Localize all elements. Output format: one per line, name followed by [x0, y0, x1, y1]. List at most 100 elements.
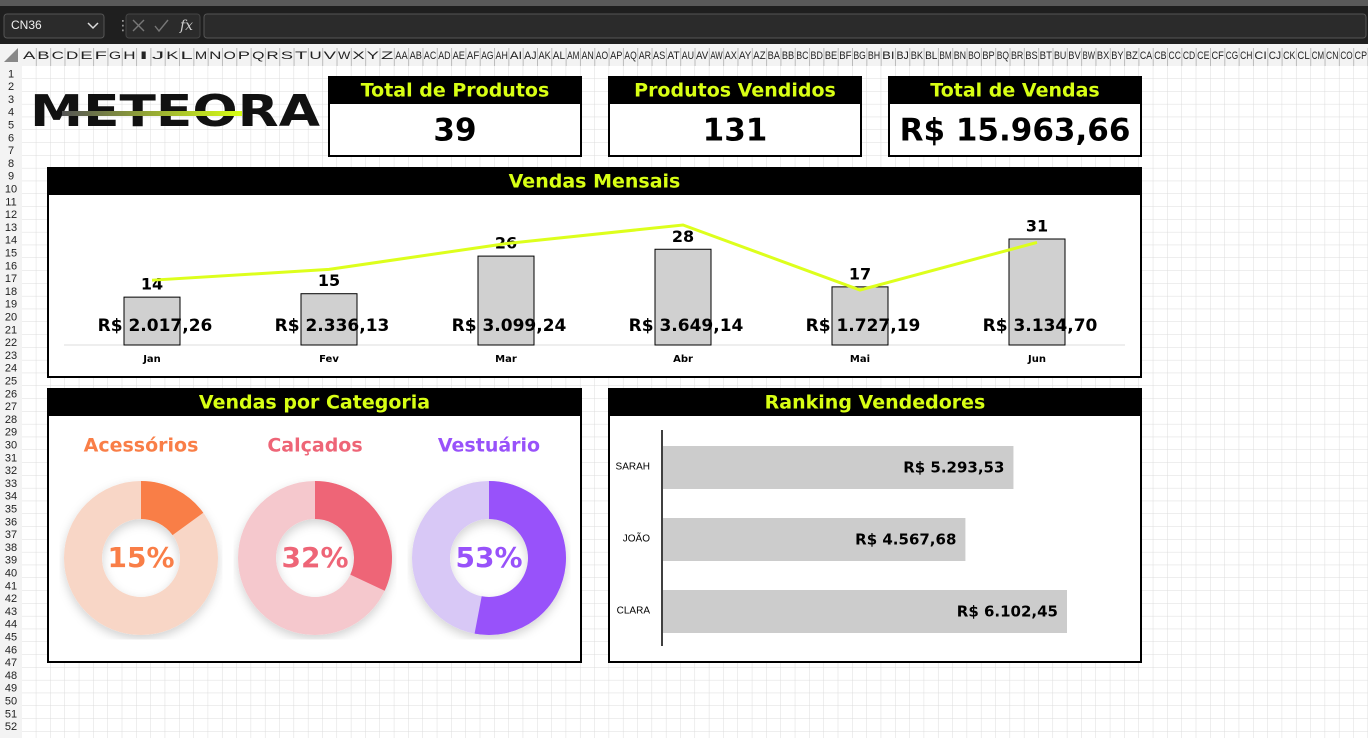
kpi-value: 39	[433, 113, 476, 149]
row-header: 20	[5, 312, 17, 324]
row-header: 48	[5, 670, 17, 682]
column-header: AT	[667, 50, 680, 62]
select-all[interactable]	[4, 48, 18, 62]
category-name: Acessórios	[84, 435, 199, 457]
column-header: BR	[1011, 50, 1023, 62]
row-header: 18	[5, 286, 17, 298]
row-header: 10	[5, 184, 17, 196]
row-header: 8	[8, 158, 14, 170]
column-header: CD	[1183, 50, 1195, 62]
row-header: 17	[5, 273, 17, 285]
donut-chart-header	[48, 389, 581, 416]
column-header: BL	[925, 50, 937, 62]
row-header: 28	[5, 414, 17, 426]
column-header: CF	[1211, 50, 1224, 62]
bar-label: 15	[318, 271, 340, 290]
row-header: 7	[8, 145, 14, 157]
column-header: AF	[467, 50, 480, 62]
row-header: 35	[5, 504, 17, 516]
row-header: 27	[5, 401, 17, 413]
column-header: AU	[682, 50, 694, 62]
column-header: AO	[596, 50, 609, 62]
column-header: AI	[510, 50, 522, 62]
title-strip	[0, 0, 1368, 6]
column-header: BI	[882, 50, 894, 62]
column-header: C	[52, 50, 64, 62]
combo-chart-panel	[47, 167, 1142, 378]
row-header: 5	[8, 120, 14, 132]
column-header: CA	[1140, 50, 1153, 62]
line-value-label: R$ 2.336,13	[275, 316, 390, 336]
column-header: BM	[939, 50, 951, 62]
column-header: CM	[1312, 50, 1324, 62]
column-header: CL	[1297, 50, 1309, 62]
column-header: L	[181, 50, 193, 62]
row-header: 42	[5, 593, 17, 605]
row-header: 19	[5, 299, 17, 311]
column-header: AK	[538, 50, 551, 62]
row-header: 22	[5, 337, 17, 349]
line-value-label: R$ 3.134,70	[983, 316, 1098, 336]
row-header: 43	[5, 606, 17, 618]
column-header: K	[166, 50, 179, 62]
x-tick-label: Mai	[850, 354, 870, 365]
column-header: M	[195, 50, 207, 62]
enter-icon[interactable]	[154, 19, 169, 33]
formula-bar[interactable]	[203, 13, 1367, 39]
category-label: SARAH	[616, 462, 650, 473]
column-header: BO	[968, 50, 981, 62]
column-header: O	[223, 50, 236, 62]
row-header: 11	[5, 196, 16, 208]
column-header: E	[80, 50, 92, 62]
bar	[831, 286, 889, 346]
row-header: 40	[5, 568, 17, 580]
column-header: BC	[796, 50, 808, 62]
row-header: 16	[5, 260, 17, 272]
bar	[477, 255, 535, 346]
line-value-label: R$ 1.727,19	[806, 316, 921, 336]
x-tick-label: Fev	[319, 354, 339, 365]
column-header: BK	[911, 50, 924, 62]
name-box-dropdown[interactable]	[87, 22, 99, 30]
column-header: X	[352, 50, 365, 62]
row-header: 32	[5, 465, 17, 477]
bar-value-label: R$ 5.293,53	[903, 459, 1004, 477]
kpi-title: Total de Produtos	[361, 80, 550, 102]
row-header: 31	[5, 452, 17, 464]
insert-function[interactable]: fx	[179, 18, 193, 34]
column-header: AB	[410, 50, 422, 62]
line-value-label: R$ 3.099,24	[452, 316, 567, 336]
column-header: BP	[982, 50, 994, 62]
row-header: 14	[5, 235, 17, 247]
row-header: 6	[8, 132, 14, 144]
x-tick-label: Jun	[1027, 354, 1046, 365]
column-header: AA	[395, 50, 408, 62]
row-header: 25	[5, 376, 17, 388]
column-header: CH	[1240, 50, 1252, 62]
row-header: 47	[5, 657, 17, 669]
column-header: R	[266, 50, 278, 62]
bar	[654, 248, 712, 346]
column-header: AG	[481, 50, 493, 62]
column-header: AE	[453, 50, 465, 62]
column-header: AJ	[524, 50, 536, 62]
column-header: CB	[1154, 50, 1166, 62]
column-header: CI	[1254, 50, 1266, 62]
row-header: 30	[5, 440, 17, 452]
name-box[interactable]	[3, 13, 105, 39]
row-header: 41	[5, 580, 17, 592]
column-header: BD	[811, 50, 823, 62]
column-header: AM	[567, 50, 579, 62]
column-header: AY	[739, 50, 752, 62]
column-header: AP	[610, 50, 622, 62]
column-header: BA	[768, 50, 781, 62]
column-header: CN	[1326, 50, 1338, 62]
column-header: AQ	[624, 50, 637, 62]
column-header: AN	[581, 50, 593, 62]
cancel-icon[interactable]	[132, 19, 145, 32]
column-header: CG	[1226, 50, 1238, 62]
bar	[663, 446, 1014, 489]
column-header: CO	[1340, 50, 1353, 62]
donut-chart-title: Vendas por Categoria	[199, 392, 430, 414]
